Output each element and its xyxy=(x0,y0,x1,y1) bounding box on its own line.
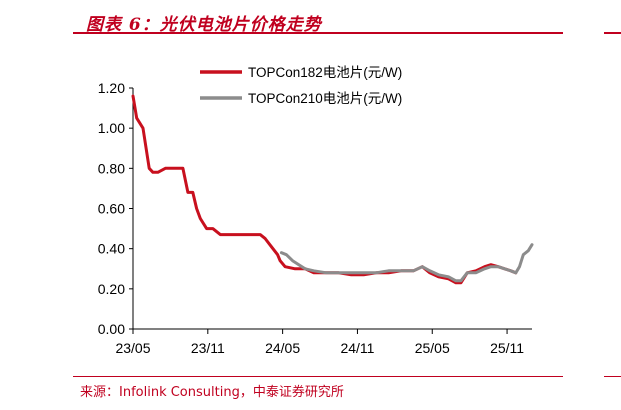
chart-axes: 0.00 0.20 0.40 0.60 0.80 1.00 1.20 23/05 23/11 24… xyxy=(98,80,532,356)
series-line-1 xyxy=(131,94,518,285)
chart-title: 图表 6：光伏电池片价格走势 xyxy=(86,15,322,35)
y-tick-label: 0.00 xyxy=(98,321,125,337)
y-tick-label: 0.80 xyxy=(98,160,125,176)
y-tick-label: 0.20 xyxy=(98,281,125,297)
x-tick-label: 23/05 xyxy=(115,340,150,356)
source-note: 来源：Infolink Consulting，中泰证券研究所 xyxy=(80,385,344,400)
bottom-rule-right xyxy=(604,376,621,377)
y-tick-label: 0.60 xyxy=(98,201,125,217)
y-tick-label: 1.00 xyxy=(98,120,125,136)
x-tick-label: 23/11 xyxy=(191,340,225,356)
x-tick-label: 25/05 xyxy=(415,340,450,356)
legend-label-1: TOPCon182电池片(元/W) xyxy=(248,65,402,80)
chart-series xyxy=(131,94,534,285)
y-tick-label: 1.20 xyxy=(98,80,125,96)
x-tick-label: 25/11 xyxy=(490,340,524,356)
top-rule-right xyxy=(604,32,621,34)
legend-label-2: TOPCon210电池片(元/W) xyxy=(248,91,402,106)
bottom-rule xyxy=(73,376,563,377)
top-rule xyxy=(73,32,563,34)
x-tick-label: 24/11 xyxy=(340,340,374,356)
series-line-2 xyxy=(279,243,534,283)
chart-legend: TOPCon182电池片(元/W) TOPCon210电池片(元/W) xyxy=(200,65,402,106)
y-tick-label: 0.40 xyxy=(98,241,125,257)
x-tick-label: 24/05 xyxy=(265,340,300,356)
